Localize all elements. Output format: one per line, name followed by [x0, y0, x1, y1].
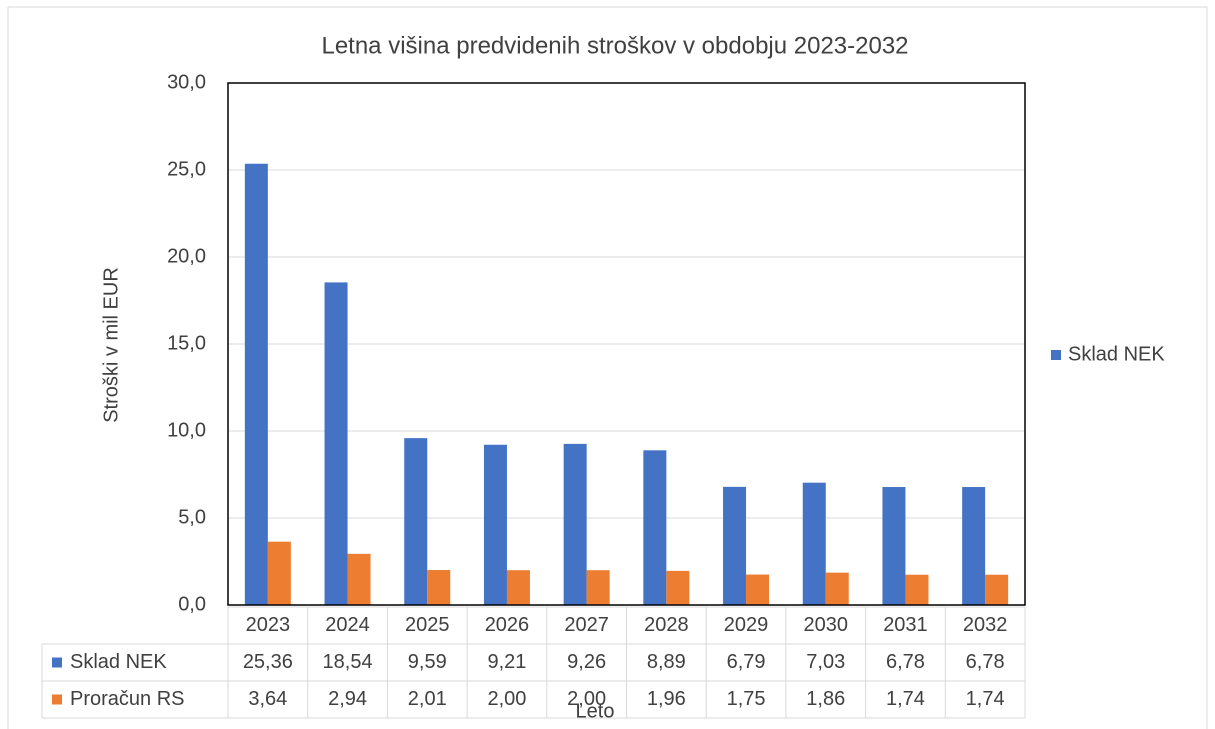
- bar: [324, 282, 348, 605]
- table-cell: 2,94: [328, 688, 367, 710]
- bar: [882, 487, 906, 605]
- table-cell: 6,78: [886, 651, 925, 673]
- table-series-name: Proračun RS: [70, 688, 185, 710]
- x-tick-label: 2032: [963, 614, 1008, 636]
- bar: [666, 570, 690, 605]
- bar: [802, 482, 826, 605]
- table-series-name: Sklad NEK: [70, 651, 167, 673]
- bar: [985, 574, 1009, 605]
- x-tick-label: 2025: [405, 614, 450, 636]
- table-legend-key: [52, 657, 62, 668]
- table-cell: 9,21: [487, 651, 526, 673]
- table-cell: 6,78: [966, 651, 1005, 673]
- bar: [962, 487, 986, 605]
- y-tick-label: 25,0: [167, 158, 206, 180]
- bar: [404, 438, 428, 605]
- table-cell: 6,79: [727, 651, 766, 673]
- x-tick-label: 2030: [804, 614, 849, 636]
- table-cell: 7,03: [806, 651, 845, 673]
- y-tick-label: 5,0: [178, 506, 206, 528]
- table-cell: 3,64: [248, 688, 287, 710]
- bar: [267, 541, 291, 605]
- x-tick-label: 2031: [883, 614, 928, 636]
- legend-key: [1051, 350, 1061, 360]
- bar: [506, 570, 530, 605]
- table-cell: 1,74: [966, 688, 1005, 710]
- bar: [825, 572, 849, 605]
- bar: [563, 443, 587, 605]
- bar: [347, 553, 371, 605]
- y-tick-label: 20,0: [167, 245, 206, 267]
- table-cell: 18,54: [323, 651, 373, 673]
- x-tick-label: 2023: [246, 614, 291, 636]
- legend-label: Sklad NEK: [1068, 343, 1165, 365]
- y-tick-label: 15,0: [167, 332, 206, 354]
- bar: [483, 444, 507, 605]
- bar: [905, 574, 929, 605]
- table-cell: 9,26: [567, 651, 606, 673]
- bar: [643, 450, 667, 605]
- table-cell: 1,74: [886, 688, 925, 710]
- x-tick-label: 2024: [325, 614, 370, 636]
- bar: [244, 163, 268, 605]
- table-cell: 2,00: [487, 688, 526, 710]
- x-axis-label: Leto: [576, 700, 615, 722]
- x-tick-label: 2027: [564, 614, 609, 636]
- table-cell: 2,00: [567, 688, 606, 710]
- y-tick-label: 10,0: [167, 419, 206, 441]
- table-cell: 25,36: [243, 651, 293, 673]
- table-cell: 1,86: [806, 688, 845, 710]
- bar: [586, 570, 610, 605]
- bar: [723, 486, 747, 605]
- y-tick-label: 30,0: [167, 71, 206, 93]
- bar: [427, 570, 451, 605]
- chart-title: Letna višina predvidenih stroškov v obdo…: [321, 32, 908, 59]
- plot-border: [227, 82, 1026, 606]
- y-tick-label: 0,0: [178, 593, 206, 615]
- table-legend-key: [52, 694, 62, 705]
- table-cell: 2,01: [408, 688, 447, 710]
- x-tick-label: 2026: [485, 614, 530, 636]
- table-cell: 1,96: [647, 688, 686, 710]
- table-cell: 8,89: [647, 651, 686, 673]
- y-axis-label: Stroški v mil EUR: [100, 267, 122, 423]
- table-cell: 9,59: [408, 651, 447, 673]
- x-tick-label: 2028: [644, 614, 689, 636]
- bar: [746, 574, 770, 605]
- x-tick-label: 2029: [724, 614, 769, 636]
- table-cell: 1,75: [727, 688, 766, 710]
